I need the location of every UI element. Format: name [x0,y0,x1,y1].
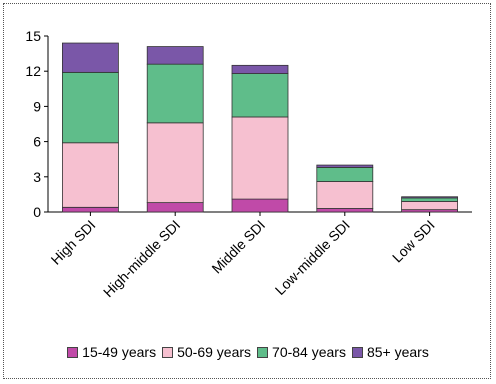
bar-segment [401,197,459,202]
bar-segment [231,198,289,213]
bar-segment [231,116,289,200]
bar-segment [316,167,374,182]
bar-segment [146,46,204,65]
x-category-label: High SDI [48,217,99,268]
bar-segment [316,181,374,209]
y-tick-label: 0 [33,204,41,220]
bar-segment [146,122,204,204]
legend-label: 15-49 years [82,344,157,360]
bar-segment [401,196,459,199]
bar-segment [146,63,204,124]
bar-segment [316,164,374,168]
bar-segment [62,71,119,144]
bar-segment [62,42,119,73]
legend-item: 85+ years [351,344,429,360]
y-tick-label: 15 [25,28,41,44]
bar-segment [146,202,204,213]
x-category-label: High-middle SDI [100,217,183,300]
y-tick-label: 3 [33,169,41,185]
legend-item: 15-49 years [67,344,156,360]
y-tick-label: 9 [33,98,41,114]
bar-segment [231,64,289,74]
legend-swatch [162,346,174,358]
bar-segment [62,142,119,208]
y-tick-label: 6 [33,134,41,150]
x-category-label: Middle SDI [208,217,268,277]
x-category-label: Low-middle SDI [272,217,353,298]
legend-label: 85+ years [366,344,429,360]
legend-label: 50-69 years [177,344,252,360]
bar-segment [316,208,374,213]
legend-item: 50-69 years [162,344,251,360]
bar-segment [401,201,459,211]
y-tick-label: 12 [25,63,41,79]
bar-segment [62,206,119,213]
stacked-bar-chart: 0 3 6 9 12 15 High SDI High-middle SDI Middle SD… [25,28,472,300]
legend-label: 70-84 years [272,344,346,360]
chart-frame [3,3,491,379]
legend: 15-49 years 50-69 years 70-84 years 85+ yea… [0,344,496,360]
x-category-label: Low SDI [389,217,438,266]
legend-item: 70-84 years [257,344,346,360]
legend-swatch [351,346,363,358]
legend-swatch [257,346,269,358]
bar-segment [231,73,289,118]
legend-swatch [67,346,79,358]
